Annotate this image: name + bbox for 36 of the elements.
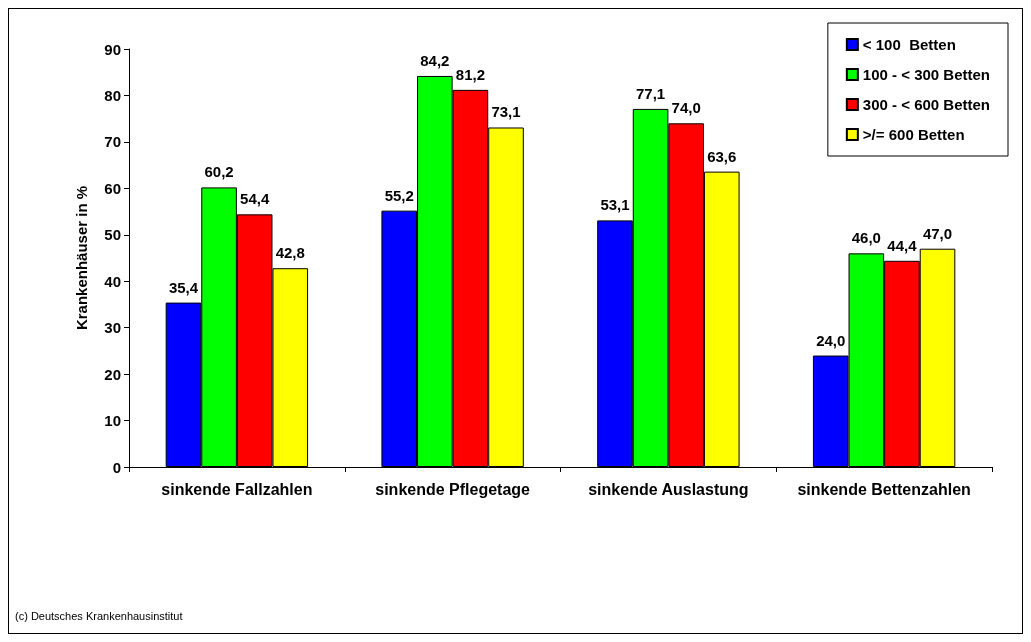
y-tick-label: 0 [112,458,121,476]
data-label: 73,1 [491,103,521,121]
y-tick-label: 20 [104,365,121,383]
data-label: 35,4 [168,278,199,296]
y-tick-label: 90 [104,40,121,58]
text: (c) Deutsches Krankenhausinstitut [15,609,183,622]
legend-label: 300 - < 600 Betten [862,96,991,113]
x-tick-label: sinkende Auslastung [588,480,749,498]
data-label: 24,0 [816,331,846,349]
data-label: 55,2 [384,186,414,204]
y-tick-label: 10 [104,412,121,430]
x-tick-label: sinkende Fallzahlen [161,480,313,498]
data-label: 77,1 [635,84,666,102]
legend-label: 100 - < 300 Betten [862,66,991,83]
x-tick-label: sinkende Pflegetage [375,480,531,498]
data-label: 84,2 [420,51,450,69]
y-tick-label: 80 [104,86,121,104]
legend-label: >/= 600 Betten [862,126,965,143]
data-label: 47,0 [922,224,953,242]
y-axis-title: Krankenhäuser in % [73,185,90,331]
y-tick-label: 30 [104,319,121,337]
data-label: 42,8 [275,244,305,262]
y-tick-label: 70 [104,133,121,151]
x-tick-label: sinkende Bettenzahlen [797,480,971,498]
y-tick-label: 40 [104,272,121,290]
data-label: 60,2 [204,163,234,181]
data-label: 46,0 [851,229,881,247]
data-label: 54,4 [240,190,270,208]
legend-label: < 100 Betten [862,36,956,53]
y-tick-label: 50 [104,226,121,244]
data-label: 53,1 [600,196,630,214]
data-label: 81,2 [455,65,486,83]
y-tick-label: 60 [104,179,121,197]
data-label: 63,6 [707,147,737,165]
data-label: 74,0 [671,99,701,117]
data-label: 44,4 [887,236,918,254]
